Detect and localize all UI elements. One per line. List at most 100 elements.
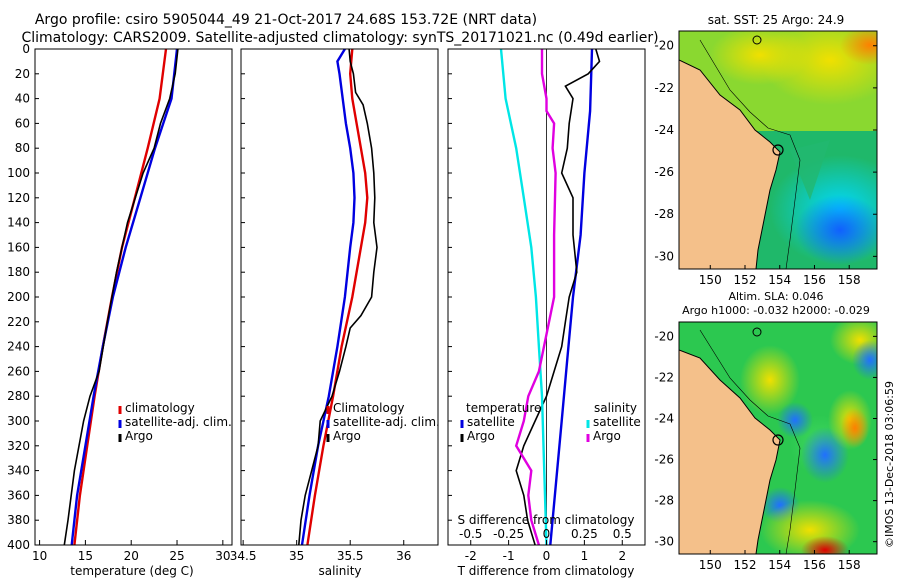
sst-land xyxy=(679,60,780,269)
x-tick-label: 10 xyxy=(32,549,47,563)
argo-position-marker xyxy=(772,144,784,156)
series-salinity-argo xyxy=(514,49,557,546)
lon-tick-label: 156 xyxy=(803,558,826,572)
series-climatology xyxy=(306,48,369,546)
t-difference-x-label: T difference from climatology xyxy=(457,564,635,578)
depth-tick-label: 100 xyxy=(7,166,30,180)
sst-map-ticks: 150 152 154 156 158 -20 -22 -24 -26 -28 -30 xyxy=(654,39,877,287)
sla-map-field xyxy=(679,322,877,554)
lat-tick-label: -20 xyxy=(654,329,674,343)
legend-climatology-label: climatology xyxy=(125,401,195,415)
depth-tick-label: 320 xyxy=(7,439,30,453)
lon-tick-label: 158 xyxy=(838,273,861,287)
x-tick-label: 25 xyxy=(169,549,184,563)
lon-tick-label: 156 xyxy=(803,273,826,287)
depth-tick-label: 240 xyxy=(7,340,30,354)
depth-tick-label: 200 xyxy=(7,290,30,304)
top-tick-label: 0.25 xyxy=(571,527,598,541)
salinity-x-ticks: 34.5 35 35.5 36 xyxy=(230,540,411,563)
legend-argo-label: Argo xyxy=(333,429,361,443)
series-salinity-satellite xyxy=(499,48,548,546)
lon-tick-label: 154 xyxy=(768,558,791,572)
lon-tick-label: 150 xyxy=(699,558,722,572)
depth-tick-label: 140 xyxy=(7,216,30,230)
lat-tick-label: -20 xyxy=(654,39,674,53)
x-tick-label: 15 xyxy=(78,549,93,563)
sst-map-title: sat. SST: 25 Argo: 24.9 xyxy=(708,13,845,27)
lat-tick-label: -26 xyxy=(654,165,674,179)
legend-sal-satellite-label: satellite xyxy=(593,415,641,429)
lat-tick-label: -24 xyxy=(654,123,674,137)
depth-tick-label: 360 xyxy=(7,488,30,502)
depth-tick-label: 220 xyxy=(7,315,30,329)
legend-salinity-title: salinity xyxy=(594,401,637,415)
sst-map: sat. SST: 25 Argo: 24.9 xyxy=(654,13,878,287)
lat-tick-label: -28 xyxy=(654,494,674,508)
difference-legend: temperature satellite Argo salinity sate… xyxy=(460,401,641,443)
lat-tick-label: -22 xyxy=(654,81,674,95)
s-difference-top-ticks: -0.5 -0.25 0 0.25 0.5 xyxy=(459,527,632,541)
top-tick-label: 0.5 xyxy=(613,527,632,541)
lon-tick-label: 150 xyxy=(699,273,722,287)
x-tick-label: 0 xyxy=(543,549,551,563)
series-argo xyxy=(63,48,179,546)
lon-tick-label: 158 xyxy=(838,558,861,572)
s-difference-axis-label: S difference from climatology xyxy=(458,513,635,527)
lat-tick-label: -22 xyxy=(654,370,674,384)
series-climatology xyxy=(73,48,168,546)
temperature-x-ticks: 10 15 20 25 30 xyxy=(32,540,230,563)
lon-tick-label: 152 xyxy=(734,558,757,572)
salinity-x-label: salinity xyxy=(318,564,361,578)
legend-satellite-adj-label: satellite-adj. clim. xyxy=(125,415,232,429)
lat-tick-label: -30 xyxy=(654,535,674,549)
x-tick-label: 2 xyxy=(618,549,626,563)
temperature-plot-frame xyxy=(34,48,233,546)
argo-position-marker xyxy=(772,434,784,446)
series-satellite-adj-clim- xyxy=(70,48,179,546)
difference-x-ticks: -2 -1 0 1 2 xyxy=(465,540,626,563)
depth-tick-label: 40 xyxy=(15,92,30,106)
sla-map-frame xyxy=(678,321,878,555)
difference-plot-area xyxy=(499,48,601,546)
x-tick-label: 20 xyxy=(124,549,139,563)
series-temperature-satellite xyxy=(549,48,594,546)
depth-tick-label: 0 xyxy=(22,42,30,56)
depth-tick-label: 160 xyxy=(7,240,30,254)
title-line-1: Argo profile: csiro 5905044_49 21-Oct-20… xyxy=(35,12,537,28)
lat-tick-label: -26 xyxy=(654,453,674,467)
legend-temp-argo-label: Argo xyxy=(467,429,495,443)
temperature-plot-area xyxy=(63,48,179,546)
title-line-2: Climatology: CARS2009. Satellite-adjuste… xyxy=(21,30,658,46)
temperature-panel: 10 15 20 25 30 0 20 40 60 80 100 120 140 160 180 200 22… xyxy=(7,42,452,578)
top-tick-label: -0.5 xyxy=(459,527,482,541)
x-tick-label: 30 xyxy=(215,549,230,563)
lat-tick-label: -28 xyxy=(654,207,674,221)
top-tick-label: -0.25 xyxy=(493,527,524,541)
depth-tick-label: 80 xyxy=(15,141,30,155)
imos-credit: ©IMOS 13-Dec-2018 03:06:59 xyxy=(883,381,896,548)
lat-tick-label: -24 xyxy=(654,411,674,425)
depth-tick-label: 120 xyxy=(7,191,30,205)
depth-tick-label: 20 xyxy=(15,67,30,81)
temperature-x-label: temperature (deg C) xyxy=(70,564,193,578)
salinity-panel: 34.5 35 35.5 36 salinity Climatology satell… xyxy=(230,48,440,578)
x-tick-label: -1 xyxy=(503,549,515,563)
salinity-plot-area xyxy=(298,48,378,546)
legend-satellite-adj-label: satellite-adj. clim. xyxy=(333,415,440,429)
legend-temperature-title: temperature xyxy=(466,401,541,415)
series-argo xyxy=(298,48,378,546)
sla-map-title: Altim. SLA: 0.046 xyxy=(728,290,823,303)
legend-climatology-label: Climatology xyxy=(333,401,405,415)
temperature-legend: climatology satellite-adj. clim. Argo xyxy=(118,401,232,443)
depth-tick-label: 260 xyxy=(7,364,30,378)
x-tick-label: 35.5 xyxy=(337,549,364,563)
top-tick-label: 0 xyxy=(543,527,551,541)
lat-tick-label: -30 xyxy=(654,249,674,263)
salinity-plot-frame xyxy=(240,48,439,546)
depth-y-ticks: 0 20 40 60 80 100 120 140 160 180 200 220 240 260 280 3… xyxy=(7,42,452,552)
depth-tick-label: 340 xyxy=(7,464,30,478)
depth-tick-label: 280 xyxy=(7,389,30,403)
sla-land xyxy=(679,350,780,554)
sst-map-field xyxy=(679,31,877,269)
depth-tick-label: 60 xyxy=(15,116,30,130)
